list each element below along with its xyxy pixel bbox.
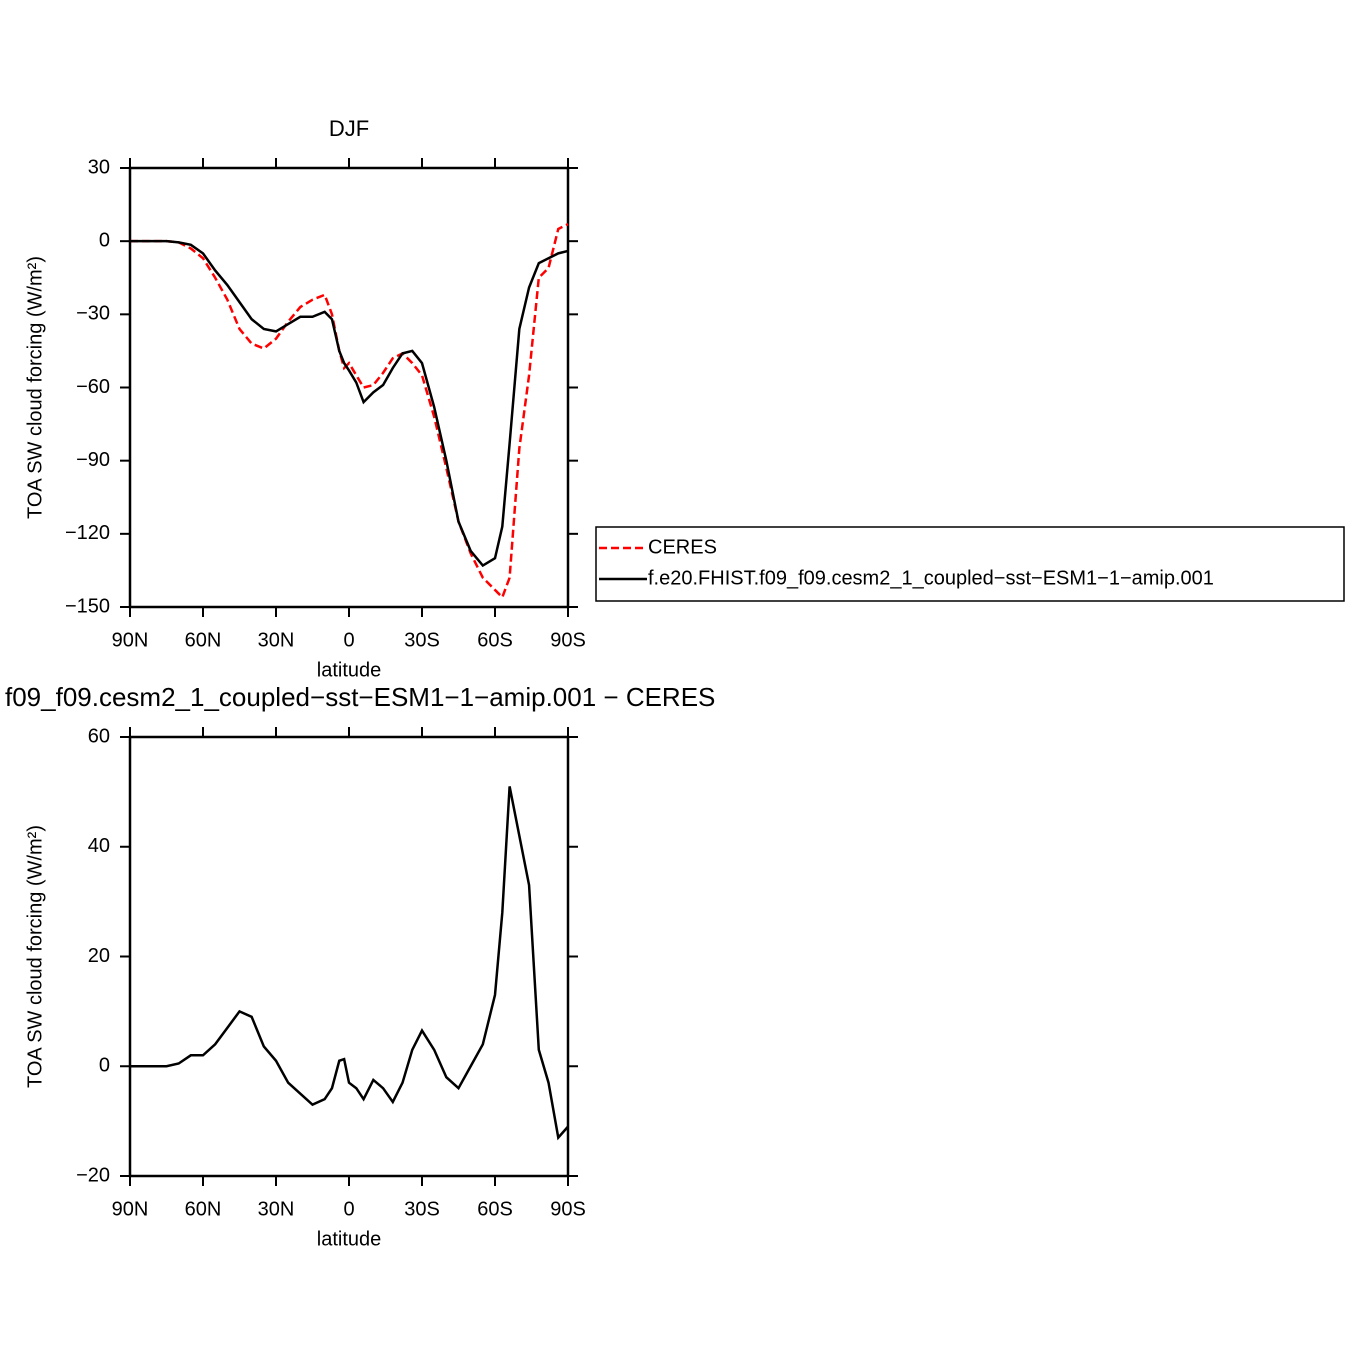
x-tick-label: 0 [343,629,354,651]
legend-label: f.e20.FHIST.f09_f09.cesm2_1_coupled−sst−… [648,567,1214,589]
data-line [130,786,569,1141]
x-tick-label: 90S [550,629,586,651]
y-axis-label: TOA SW cloud forcing (W/m²) [24,825,46,1088]
legend-box [595,526,1345,602]
x-tick-label: 90N [112,629,149,651]
x-tick-label: 60S [477,1198,513,1220]
y-tick-label: −120 [65,522,110,544]
chart-title: f09_f09.cesm2_1_coupled−sst−ESM1−1−amip.… [5,682,715,712]
data-line [130,239,569,568]
y-tick-label: 20 [88,945,110,967]
y-tick-label: −150 [65,595,110,617]
x-tick-label: 60N [185,629,222,651]
x-tick-label: 0 [343,1198,354,1220]
y-tick-label: 40 [88,835,110,857]
chart-title: DJF [329,116,369,141]
y-tick-label: −90 [76,449,110,471]
plot-frame [128,735,570,1178]
x-axis-label: latitude [317,659,382,681]
x-tick-label: 30N [258,629,295,651]
y-tick-label: −60 [76,376,110,398]
x-tick-label: 60S [477,629,513,651]
legend-label: CERES [648,536,717,558]
y-tick-label: 30 [88,156,110,178]
plot-frame [128,166,570,609]
x-axis-label: latitude [317,1228,382,1250]
y-tick-label: 60 [88,725,110,747]
x-tick-label: 30N [258,1198,295,1220]
x-tick-label: 90N [112,1198,149,1220]
x-tick-label: 90S [550,1198,586,1220]
y-tick-label: 0 [99,1055,110,1077]
y-tick-label: −30 [76,303,110,325]
x-tick-label: 30S [404,1198,440,1220]
x-tick-label: 30S [404,629,440,651]
data-line [130,222,569,600]
x-tick-label: 60N [185,1198,222,1220]
y-tick-label: 0 [99,229,110,251]
y-axis-label: TOA SW cloud forcing (W/m²) [24,256,46,519]
y-tick-label: −20 [76,1164,110,1186]
